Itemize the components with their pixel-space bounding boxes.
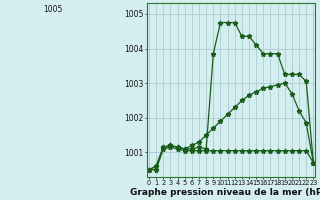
Text: 1005: 1005 [43,5,62,14]
X-axis label: Graphe pression niveau de la mer (hPa): Graphe pression niveau de la mer (hPa) [130,188,320,197]
